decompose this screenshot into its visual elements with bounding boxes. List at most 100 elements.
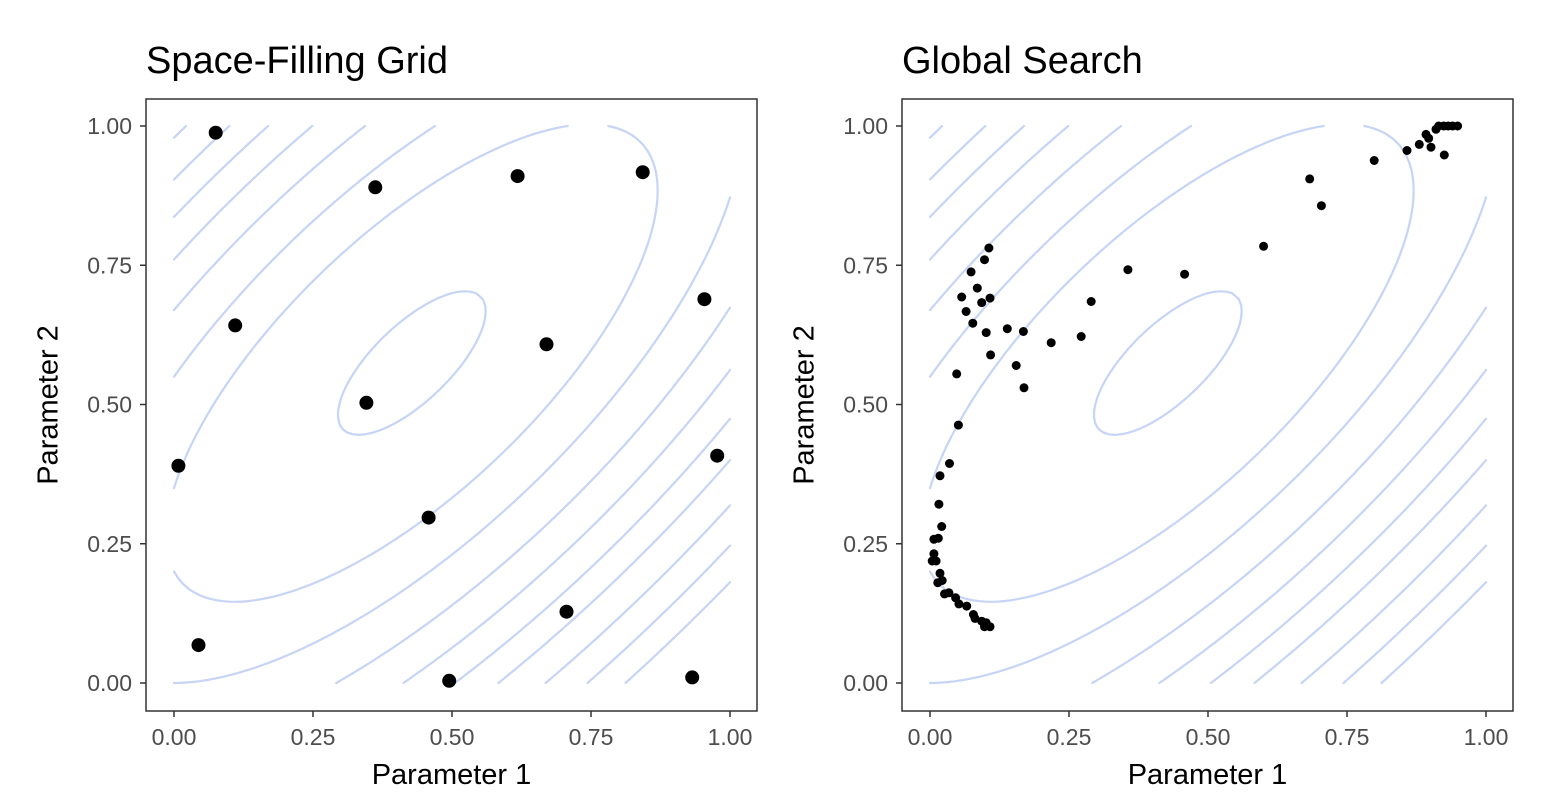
data-point <box>972 283 982 293</box>
data-point <box>539 337 554 352</box>
data-point <box>421 510 436 525</box>
data-point <box>191 638 206 653</box>
data-point <box>966 267 976 277</box>
y-tick-label: 0.50 <box>843 392 888 418</box>
data-point <box>1259 241 1269 251</box>
contour-line <box>172 124 732 685</box>
contour-line <box>172 124 732 685</box>
plot-border <box>901 98 1514 712</box>
data-point <box>985 293 995 303</box>
contour-line <box>586 544 732 685</box>
x-tick-label: 0.00 <box>908 724 953 750</box>
x-tick-label: 0.25 <box>1047 724 1092 750</box>
panel-global-search: Global Search 0.00 0.00 0.25 0.25 0.50 0.50 0.7… <box>789 40 1514 791</box>
y-tick-label: 0.25 <box>87 531 132 557</box>
data-point <box>961 307 971 316</box>
contour-line <box>1342 544 1488 685</box>
data-point <box>359 395 374 410</box>
data-point <box>1086 297 1096 306</box>
data-point <box>945 459 954 468</box>
x-tick-label: 0.50 <box>430 724 475 750</box>
contour-line <box>172 124 732 685</box>
data-point <box>981 328 991 338</box>
data-point <box>1123 265 1133 275</box>
data-point <box>710 448 725 463</box>
y-tick-label: 0.75 <box>843 252 888 278</box>
x-tick-label: 1.00 <box>1464 724 1509 750</box>
contour-line <box>172 124 732 685</box>
data-point <box>935 471 945 481</box>
x-axis-label: Parameter 1 <box>372 759 532 791</box>
data-point <box>986 350 996 360</box>
y-tick-label: 0.25 <box>843 531 888 557</box>
data-point <box>937 522 947 531</box>
data-point <box>953 420 963 430</box>
contour-line <box>624 581 732 685</box>
data-point <box>985 622 995 632</box>
x-tick-label: 0.00 <box>152 724 197 750</box>
data-point <box>559 604 574 619</box>
contour-line <box>928 124 1488 685</box>
contour-line <box>928 124 1488 685</box>
data-point <box>933 578 943 588</box>
contour-line <box>928 124 1488 685</box>
data-point <box>685 670 700 685</box>
data-point <box>1402 146 1412 155</box>
data-point <box>980 255 989 265</box>
contour-line <box>928 124 1488 685</box>
data-points <box>927 121 1463 632</box>
contour-line <box>172 124 732 685</box>
data-point <box>952 369 962 379</box>
data-point <box>442 673 457 688</box>
contour-line <box>1380 581 1488 685</box>
data-point <box>984 243 994 253</box>
data-point <box>1439 150 1449 160</box>
data-point <box>944 588 954 598</box>
data-points <box>171 125 725 688</box>
contour-line <box>336 290 487 436</box>
contour-lines <box>928 124 1488 685</box>
data-point <box>1046 338 1056 348</box>
y-tick-label: 1.00 <box>87 113 132 139</box>
panel-space-filling-grid: Space-Filling Grid 0.00 0.00 0.25 0.25 0.50 0.… <box>33 40 758 791</box>
data-point <box>510 169 525 184</box>
x-tick-label: 0.75 <box>569 724 614 750</box>
data-point <box>228 318 243 333</box>
data-point <box>697 292 712 307</box>
contour-lines <box>172 124 732 685</box>
x-tick-label: 0.50 <box>1186 724 1231 750</box>
data-point <box>1414 139 1424 149</box>
x-tick-label: 0.25 <box>291 724 336 750</box>
data-point <box>1426 142 1436 152</box>
data-point <box>977 298 987 308</box>
x-tick-label: 1.00 <box>708 724 753 750</box>
plot-area <box>902 99 1513 711</box>
data-point <box>954 599 964 609</box>
data-point <box>171 458 186 473</box>
data-point <box>1453 121 1463 131</box>
data-point <box>1002 324 1012 334</box>
data-point <box>934 499 944 509</box>
data-point <box>957 292 967 302</box>
y-tick-label: 0.00 <box>843 670 888 696</box>
data-point <box>1011 361 1021 370</box>
data-point <box>1019 383 1029 393</box>
data-point <box>208 125 223 140</box>
data-point <box>1369 156 1379 165</box>
data-point <box>635 165 650 180</box>
data-point <box>931 556 941 566</box>
chart-title: Global Search <box>902 40 1143 82</box>
y-tick-label: 1.00 <box>843 113 888 139</box>
data-point <box>1421 129 1431 139</box>
data-point <box>1180 269 1190 279</box>
y-tick-label: 0.00 <box>87 670 132 696</box>
x-axis-label: Parameter 1 <box>1128 759 1288 791</box>
data-point <box>968 318 978 328</box>
y-axis-label: Parameter 2 <box>789 325 821 485</box>
data-point <box>1018 327 1028 336</box>
data-point <box>368 180 383 195</box>
data-point <box>1316 201 1326 211</box>
plot-border <box>145 98 758 712</box>
data-point <box>1076 332 1086 341</box>
